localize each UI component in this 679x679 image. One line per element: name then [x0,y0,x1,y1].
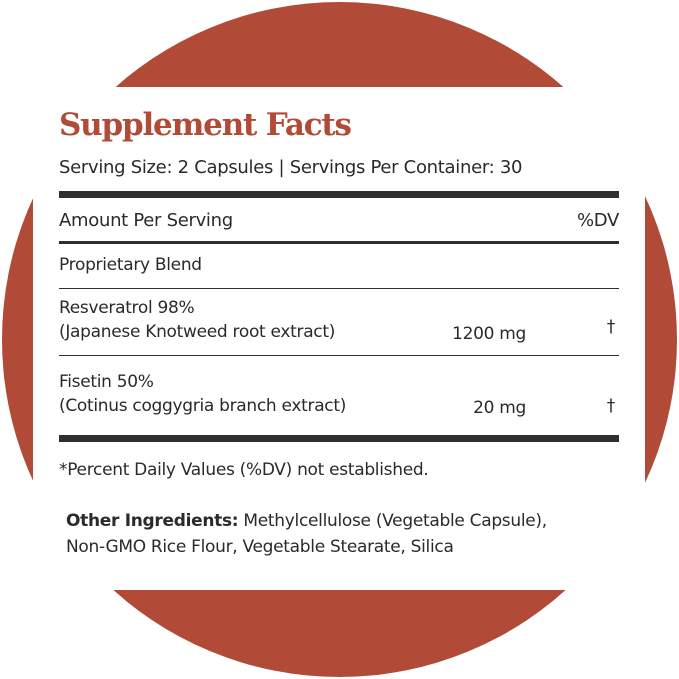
thick-divider [59,191,619,198]
ingredient-name: Resveratrol 98% [59,298,195,318]
ingredient-source: (Cotinus coggygria branch extract) [59,396,347,416]
divider [59,288,619,289]
dv-header: %DV [576,210,619,231]
serving-info: Serving Size: 2 Capsules | Servings Per … [59,157,523,178]
thick-divider [59,435,619,442]
ingredient-amount: 1200 mg [452,324,526,344]
supplement-facts-panel: Supplement Facts Serving Size: 2 Capsule… [33,87,645,590]
ingredient-source: (Japanese Knotweed root extract) [59,322,336,342]
amount-header: Amount Per Serving [59,210,233,231]
other-ingredients-text: Methylcellulose (Vegetable Capsule), [238,511,547,531]
proprietary-blend: Proprietary Blend [59,255,202,275]
panel-title: Supplement Facts [59,107,352,143]
divider [59,241,619,244]
ingredient-dv: † [606,317,616,337]
other-ingredients-line-1: Other Ingredients: Methylcellulose (Vege… [66,511,547,531]
other-ingredients-line-2: Non-GMO Rice Flour, Vegetable Stearate, … [66,537,454,557]
other-ingredients-label: Other Ingredients: [66,511,239,531]
ingredient-amount: 20 mg [473,398,526,418]
ingredient-dv: † [606,396,616,416]
ingredient-name: Fisetin 50% [59,372,154,392]
footnote: *Percent Daily Values (%DV) not establis… [59,460,429,480]
divider [59,355,619,356]
